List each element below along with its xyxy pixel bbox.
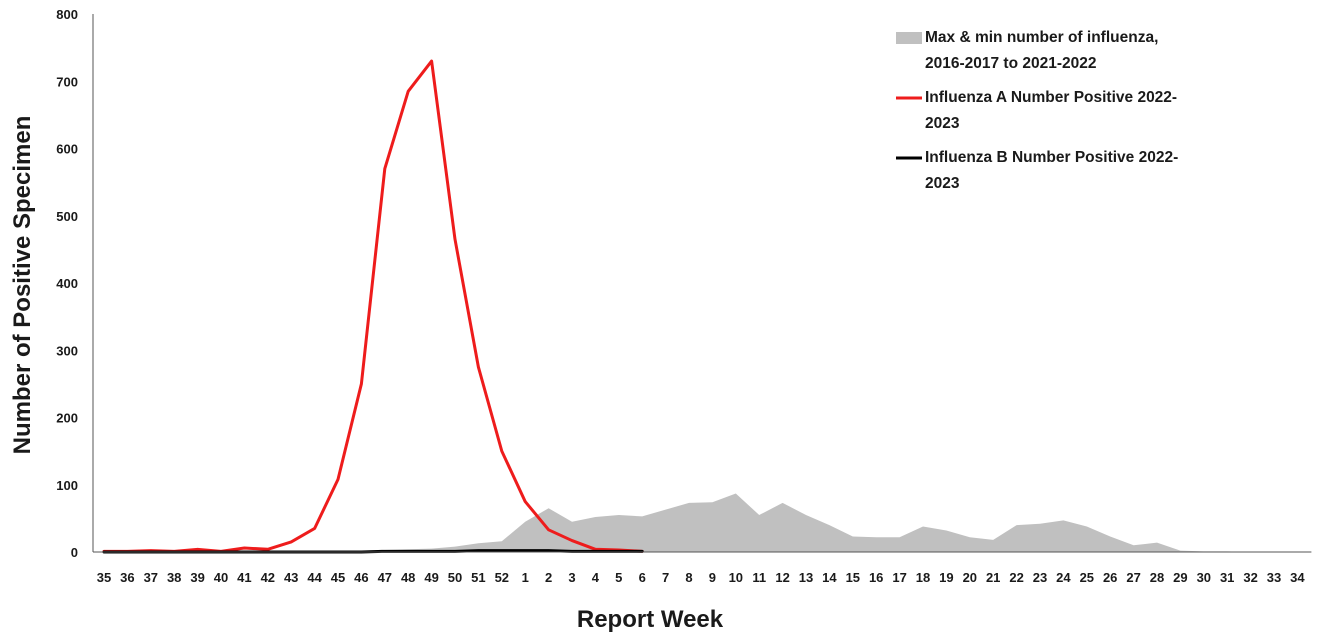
x-tick-label: 39 xyxy=(190,570,204,585)
x-tick-label: 30 xyxy=(1197,570,1211,585)
x-tick-label: 18 xyxy=(916,570,930,585)
y-tick-label: 400 xyxy=(56,276,78,291)
x-tick-label: 16 xyxy=(869,570,883,585)
series-area-max-min xyxy=(104,493,1298,552)
x-tick-label: 14 xyxy=(822,570,837,585)
x-tick-label: 50 xyxy=(448,570,462,585)
x-tick-label: 36 xyxy=(120,570,134,585)
x-tick-label: 29 xyxy=(1173,570,1187,585)
legend-label: 2023 xyxy=(925,175,960,192)
x-tick-label: 52 xyxy=(495,570,509,585)
x-tick-label: 1 xyxy=(522,570,529,585)
x-tick-label: 34 xyxy=(1290,570,1305,585)
x-tick-label: 43 xyxy=(284,570,298,585)
x-tick-label: 26 xyxy=(1103,570,1117,585)
x-tick-label: 3 xyxy=(568,570,575,585)
x-tick-label: 51 xyxy=(471,570,485,585)
x-tick-label: 27 xyxy=(1126,570,1140,585)
x-tick-label: 11 xyxy=(752,570,766,585)
x-tick-label: 4 xyxy=(592,570,600,585)
x-tick-label: 17 xyxy=(892,570,906,585)
y-axis-title: Number of Positive Specimen xyxy=(9,116,36,455)
x-tick-label: 38 xyxy=(167,570,181,585)
series-line-influenza-a xyxy=(102,59,644,553)
x-tick-label: 49 xyxy=(424,570,438,585)
y-tick-label: 0 xyxy=(71,545,78,560)
x-tick-label: 48 xyxy=(401,570,415,585)
x-tick-label: 37 xyxy=(144,570,158,585)
y-tick-label: 200 xyxy=(56,411,78,426)
y-tick-label: 700 xyxy=(56,74,78,89)
x-tick-label: 41 xyxy=(237,570,251,585)
area-layer xyxy=(104,493,1298,552)
x-tick-label: 45 xyxy=(331,570,345,585)
x-axis-title: Report Week xyxy=(577,606,724,633)
y-tick-label: 100 xyxy=(56,478,78,493)
x-tick-label: 33 xyxy=(1267,570,1281,585)
legend-label: 2023 xyxy=(925,115,960,132)
legend-label: Influenza A Number Positive 2022- xyxy=(925,89,1177,106)
y-tick-label: 800 xyxy=(56,7,78,22)
x-tick-label: 12 xyxy=(775,570,789,585)
x-tick-label: 5 xyxy=(615,570,622,585)
x-tick-label: 2 xyxy=(545,570,552,585)
x-tick-label: 8 xyxy=(685,570,692,585)
legend-item: Max & min number of influenza, 2016-2017 … xyxy=(896,29,1158,72)
y-tick-label: 600 xyxy=(56,142,78,157)
legend-label: 2016-2017 to 2021-2022 xyxy=(925,55,1097,72)
x-tick-label: 10 xyxy=(729,570,743,585)
x-tick-label: 7 xyxy=(662,570,669,585)
y-tick-label: 500 xyxy=(56,209,78,224)
x-tick-label: 42 xyxy=(261,570,275,585)
axes xyxy=(92,14,1312,553)
x-tick-label: 47 xyxy=(378,570,392,585)
x-tick-label: 24 xyxy=(1056,570,1071,585)
x-tick-labels: 35 36 37 38 39 40 41 42 43 44 45 46 47 48 49 50 51 52 1 2 3 4… xyxy=(97,570,1306,585)
x-tick-label: 13 xyxy=(799,570,813,585)
legend-item: Influenza A Number Positive 2022- 2023 xyxy=(896,89,1177,132)
x-tick-label: 35 xyxy=(97,570,111,585)
x-tick-label: 31 xyxy=(1220,570,1234,585)
x-tick-label: 28 xyxy=(1150,570,1164,585)
y-tick-labels: 0 100 200 300 400 500 600 700 800 xyxy=(56,7,78,560)
x-tick-label: 19 xyxy=(939,570,953,585)
legend: Max & min number of influenza, 2016-2017 … xyxy=(896,29,1178,192)
legend-label: Max & min number of influenza, xyxy=(925,29,1158,46)
x-tick-label: 40 xyxy=(214,570,228,585)
x-tick-label: 23 xyxy=(1033,570,1047,585)
x-tick-label: 25 xyxy=(1080,570,1094,585)
x-tick-label: 15 xyxy=(846,570,860,585)
x-tick-label: 20 xyxy=(963,570,977,585)
legend-swatch-area xyxy=(896,32,922,44)
x-tick-label: 21 xyxy=(986,570,1000,585)
legend-item: Influenza B Number Positive 2022- 2023 xyxy=(896,149,1178,192)
x-tick-label: 9 xyxy=(709,570,716,585)
x-tick-label: 22 xyxy=(1009,570,1023,585)
x-tick-label: 46 xyxy=(354,570,368,585)
lines-layer xyxy=(102,59,644,554)
legend-label: Influenza B Number Positive 2022- xyxy=(925,149,1178,166)
x-tick-label: 44 xyxy=(307,570,322,585)
y-tick-label: 300 xyxy=(56,343,78,358)
x-tick-label: 32 xyxy=(1243,570,1257,585)
x-tick-label: 6 xyxy=(639,570,646,585)
